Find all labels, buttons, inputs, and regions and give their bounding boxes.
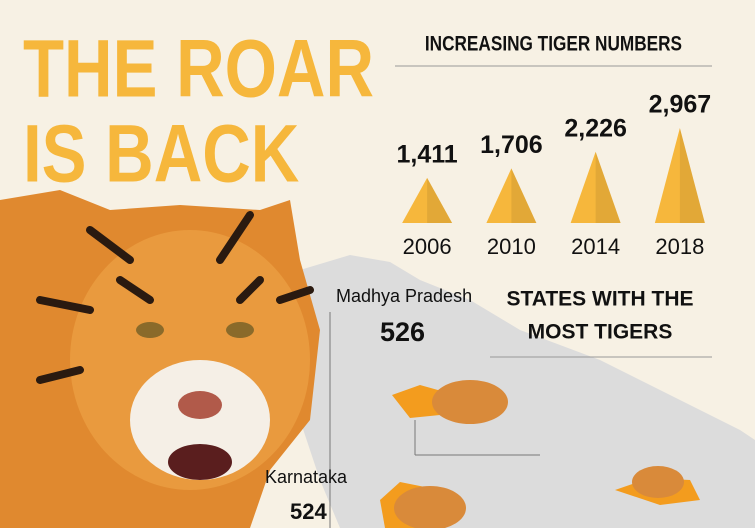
triangle	[486, 168, 537, 223]
x-tick-label: 2010	[487, 234, 536, 259]
section-title: MOST TIGERS	[528, 321, 673, 344]
triangle	[570, 151, 621, 223]
tiger-eye	[226, 322, 254, 338]
chart-title: INCREASING TIGER NUMBERS	[425, 33, 682, 56]
triangle-shade	[595, 151, 621, 223]
triangle	[654, 128, 705, 223]
triangle	[402, 177, 453, 223]
state-value: 526	[380, 317, 425, 347]
state-shape	[392, 385, 445, 418]
tiger-nose	[178, 391, 222, 419]
x-tick-label: 2018	[655, 234, 704, 259]
tiger-stripes	[36, 211, 314, 384]
headline: THE ROAR	[23, 22, 374, 114]
value-label: 1,706	[480, 131, 543, 159]
x-tick-label: 2006	[403, 234, 452, 259]
tiger-eye	[136, 322, 164, 338]
headline: IS BACK	[23, 107, 299, 199]
section-title: STATES WITH THE	[506, 288, 693, 311]
triangle-shade	[679, 128, 705, 223]
value-label: 2,967	[649, 91, 712, 119]
value-label: 2,226	[564, 114, 627, 142]
tiger-mouth	[168, 444, 232, 480]
triangle-shade	[511, 168, 537, 223]
tiger-icon	[632, 466, 684, 498]
triangle-shade	[427, 177, 453, 223]
state-name: Karnataka	[265, 467, 348, 487]
tiger-muzzle	[130, 360, 270, 480]
tiger-icon	[394, 486, 466, 528]
x-tick-label: 2014	[571, 234, 620, 259]
state-value: 524	[290, 499, 327, 524]
value-label: 1,411	[397, 140, 458, 168]
map	[290, 255, 755, 528]
state-name: Madhya Pradesh	[336, 286, 472, 306]
tiger-icon	[432, 380, 508, 424]
